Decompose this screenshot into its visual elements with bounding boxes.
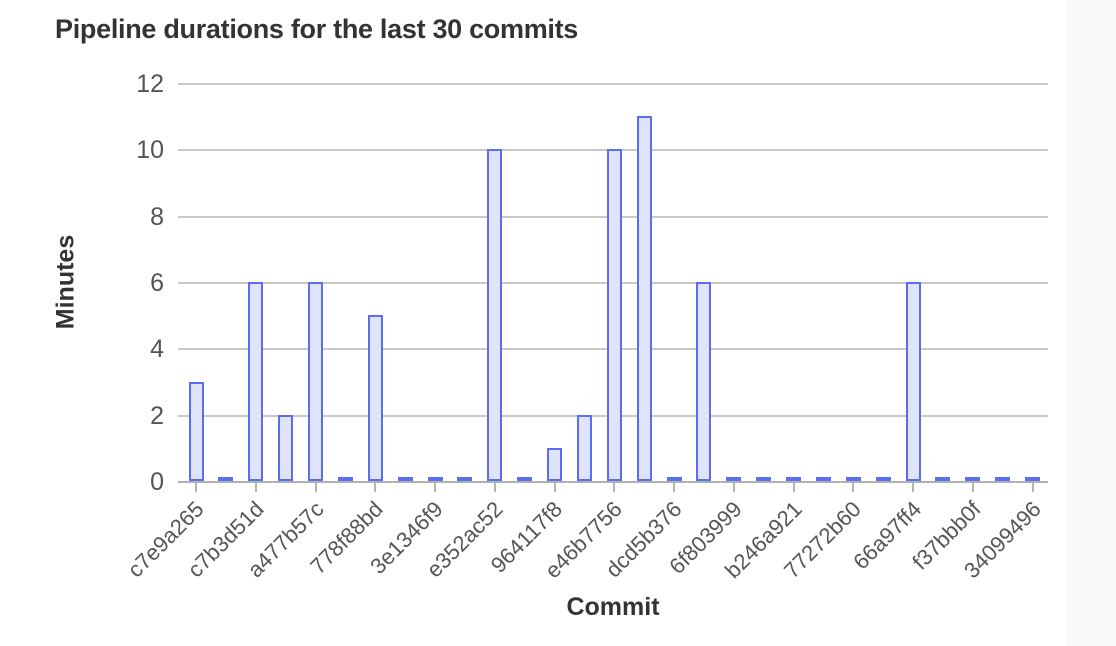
x-tick-mark <box>971 483 974 492</box>
pipeline-duration-bar[interactable] <box>726 477 742 481</box>
pipeline-duration-bar[interactable] <box>487 149 503 481</box>
pipeline-duration-bar[interactable] <box>1025 477 1040 481</box>
pipeline-duration-bar[interactable] <box>845 477 861 481</box>
pipeline-duration-bar[interactable] <box>786 477 801 481</box>
pipeline-duration-bar[interactable] <box>905 282 921 481</box>
pipeline-duration-bar[interactable] <box>457 477 473 481</box>
pipeline-duration-bar[interactable] <box>517 477 533 481</box>
pipeline-duration-bar[interactable] <box>636 116 652 481</box>
x-axis-title: Commit <box>566 593 660 621</box>
pipeline-duration-bar[interactable] <box>965 477 981 481</box>
y-tick-label: 2 <box>150 402 164 430</box>
pipeline-duration-bar[interactable] <box>995 477 1011 481</box>
chart-title: Pipeline durations for the last 30 commi… <box>55 14 579 44</box>
x-tick-mark <box>792 483 795 492</box>
x-tick-mark <box>493 483 496 492</box>
pipeline-duration-bar[interactable] <box>397 477 413 481</box>
pipeline-duration-bar[interactable] <box>815 477 831 481</box>
pipeline-duration-bar[interactable] <box>278 414 294 481</box>
y-tick-label: 8 <box>150 203 164 231</box>
pipeline-duration-bar[interactable] <box>696 282 712 481</box>
pipeline-duration-bar[interactable] <box>427 477 443 481</box>
page-edge-strip <box>1067 0 1116 646</box>
x-tick-mark <box>852 483 855 492</box>
y-tick-label: 0 <box>150 468 164 496</box>
y-tick-label: 10 <box>136 136 164 164</box>
pipeline-duration-bar[interactable] <box>188 381 204 481</box>
x-tick-mark <box>912 483 914 492</box>
x-tick-mark <box>195 483 197 492</box>
pipeline-duration-bar[interactable] <box>576 414 592 481</box>
pipeline-duration-bar[interactable] <box>875 477 891 481</box>
x-tick-mark <box>434 483 436 492</box>
y-tick-label: 4 <box>150 335 164 363</box>
pipeline-duration-bar[interactable] <box>547 447 562 481</box>
x-tick-mark <box>254 483 257 492</box>
y-axis-title: Minutes <box>51 234 80 330</box>
pipeline-duration-bar[interactable] <box>666 477 682 481</box>
x-tick-mark <box>374 483 377 492</box>
pipeline-duration-bar[interactable] <box>337 477 353 481</box>
pipeline-duration-bar[interactable] <box>935 477 951 481</box>
x-tick-mark <box>1031 483 1034 492</box>
x-tick-mark <box>613 483 616 492</box>
pipeline-duration-bar[interactable] <box>308 282 323 481</box>
gridline <box>178 83 1048 85</box>
x-tick-mark <box>673 483 675 492</box>
x-tick-mark <box>553 483 556 492</box>
pipeline-duration-bar[interactable] <box>248 282 264 481</box>
pipeline-duration-bar[interactable] <box>606 149 622 481</box>
pipeline-duration-bar[interactable] <box>367 315 383 481</box>
x-tick-mark <box>314 483 317 492</box>
y-tick-label: 6 <box>150 269 164 297</box>
pipeline-duration-bar[interactable] <box>218 477 234 481</box>
x-tick-mark <box>732 483 735 492</box>
x-axis-line <box>178 481 1048 483</box>
pipeline-duration-bar[interactable] <box>756 477 772 481</box>
y-tick-label: 12 <box>136 70 164 98</box>
